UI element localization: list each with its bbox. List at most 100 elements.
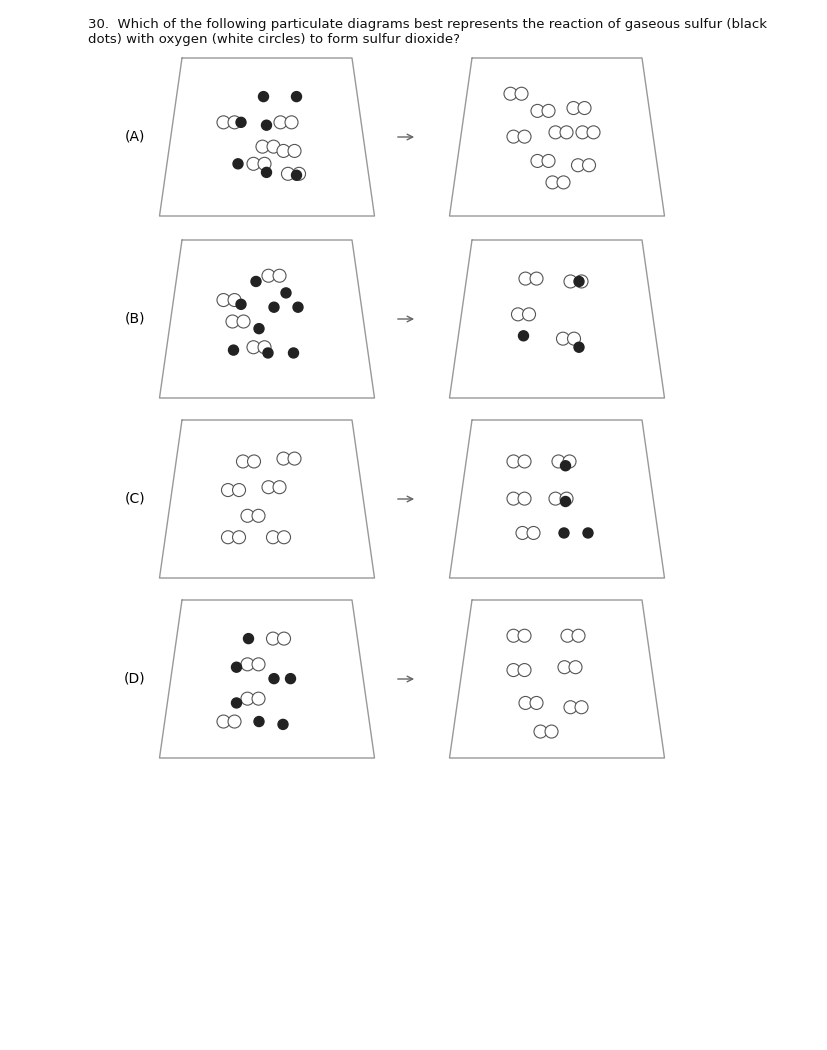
Circle shape [544, 726, 557, 738]
Circle shape [293, 302, 303, 312]
Circle shape [237, 455, 249, 468]
Circle shape [573, 342, 583, 352]
Circle shape [518, 664, 530, 676]
Text: (B): (B) [125, 312, 145, 326]
Circle shape [506, 492, 519, 505]
Circle shape [274, 116, 287, 129]
Circle shape [284, 116, 298, 129]
Circle shape [266, 632, 280, 645]
Circle shape [542, 154, 554, 167]
Circle shape [227, 116, 241, 129]
Circle shape [560, 497, 570, 506]
Circle shape [227, 294, 241, 307]
Circle shape [518, 629, 530, 643]
Circle shape [246, 158, 260, 170]
Circle shape [558, 528, 568, 538]
Circle shape [292, 167, 305, 181]
Circle shape [261, 481, 275, 494]
Circle shape [586, 126, 600, 139]
Circle shape [232, 484, 246, 497]
Circle shape [557, 660, 571, 674]
Circle shape [519, 696, 531, 710]
Circle shape [557, 176, 569, 189]
Circle shape [577, 102, 590, 114]
Text: 30.  Which of the following particulate diagrams best represents the reaction of: 30. Which of the following particulate d… [88, 18, 766, 46]
Circle shape [277, 145, 289, 158]
Circle shape [529, 272, 543, 286]
Circle shape [237, 315, 250, 328]
Circle shape [273, 269, 285, 282]
Circle shape [571, 629, 585, 643]
Circle shape [256, 140, 269, 153]
Circle shape [227, 715, 241, 728]
Circle shape [226, 315, 239, 328]
Circle shape [506, 455, 519, 468]
Circle shape [251, 509, 265, 522]
Circle shape [566, 332, 580, 345]
Circle shape [246, 341, 260, 354]
Circle shape [514, 87, 528, 100]
Circle shape [269, 674, 279, 684]
Circle shape [506, 629, 519, 643]
Circle shape [217, 294, 230, 307]
Circle shape [288, 145, 301, 158]
Circle shape [258, 158, 270, 170]
Circle shape [236, 118, 246, 127]
Circle shape [236, 299, 246, 310]
Circle shape [519, 272, 531, 286]
Circle shape [285, 674, 295, 684]
Circle shape [291, 170, 301, 181]
Circle shape [254, 323, 264, 334]
Circle shape [506, 130, 519, 143]
Circle shape [269, 302, 279, 312]
Circle shape [232, 663, 241, 672]
Circle shape [530, 104, 543, 118]
Circle shape [221, 530, 234, 544]
Circle shape [232, 698, 241, 708]
Circle shape [582, 528, 592, 538]
Circle shape [548, 492, 562, 505]
Circle shape [518, 331, 528, 341]
Circle shape [574, 700, 587, 714]
Circle shape [251, 692, 265, 706]
Circle shape [563, 700, 576, 714]
Circle shape [261, 269, 275, 282]
Circle shape [241, 509, 254, 522]
Circle shape [533, 726, 547, 738]
Circle shape [221, 484, 234, 497]
Circle shape [576, 126, 588, 139]
Circle shape [266, 140, 280, 153]
Circle shape [277, 632, 290, 645]
Circle shape [247, 455, 261, 468]
Text: (D): (D) [124, 672, 146, 686]
Circle shape [288, 453, 301, 465]
Circle shape [258, 341, 270, 354]
Circle shape [254, 716, 264, 727]
Circle shape [261, 167, 271, 177]
Circle shape [280, 288, 290, 298]
Circle shape [556, 332, 569, 345]
Circle shape [277, 453, 289, 465]
Circle shape [506, 664, 519, 676]
Circle shape [561, 629, 573, 643]
Circle shape [261, 120, 271, 130]
Circle shape [566, 102, 579, 114]
Circle shape [273, 481, 285, 494]
Circle shape [568, 660, 581, 674]
Circle shape [515, 526, 528, 540]
Circle shape [529, 696, 543, 710]
Circle shape [574, 275, 587, 288]
Circle shape [542, 104, 554, 118]
Circle shape [241, 692, 254, 706]
Circle shape [527, 526, 539, 540]
Circle shape [548, 126, 562, 139]
Circle shape [530, 154, 543, 167]
Circle shape [504, 87, 516, 100]
Circle shape [563, 275, 576, 288]
Circle shape [559, 126, 572, 139]
Circle shape [251, 658, 265, 671]
Circle shape [241, 658, 254, 671]
Circle shape [266, 530, 280, 544]
Circle shape [518, 492, 530, 505]
Circle shape [217, 715, 230, 728]
